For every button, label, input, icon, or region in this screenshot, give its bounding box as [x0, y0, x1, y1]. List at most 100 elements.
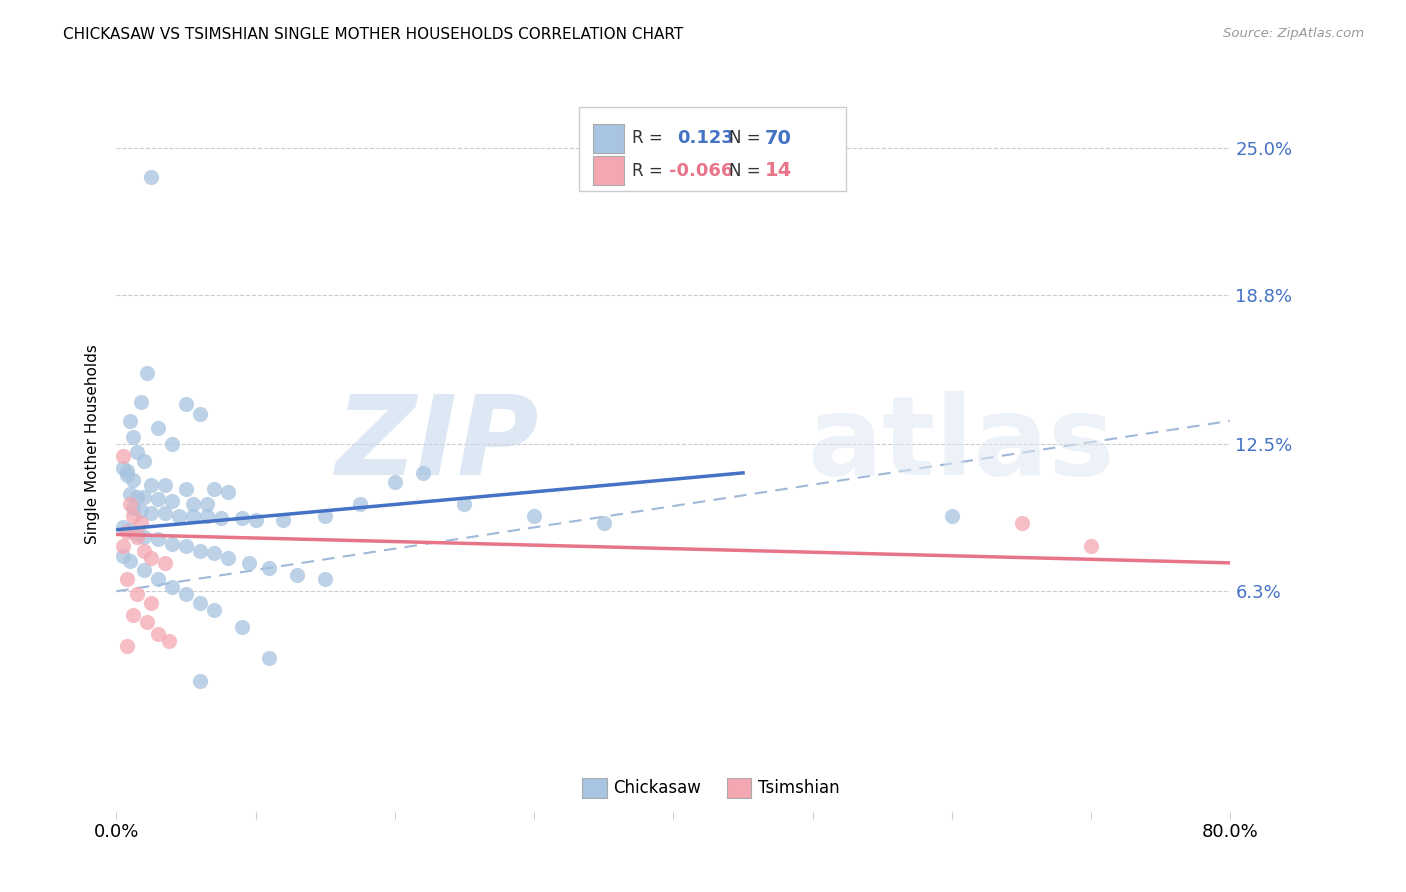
Point: [349, 497, 371, 511]
Text: N =: N =: [730, 161, 761, 179]
Point: [139, 169, 162, 184]
Point: [120, 523, 142, 537]
Point: [188, 407, 211, 421]
Point: [231, 511, 253, 525]
Point: [131, 516, 153, 530]
Point: [112, 461, 135, 475]
Point: [1011, 516, 1033, 530]
Point: [202, 546, 225, 560]
Point: [139, 596, 162, 610]
Point: [146, 532, 169, 546]
Point: [238, 556, 260, 570]
FancyBboxPatch shape: [593, 156, 624, 186]
Point: [231, 620, 253, 634]
Point: [134, 454, 156, 468]
Point: [384, 475, 406, 490]
FancyBboxPatch shape: [582, 778, 606, 798]
Point: [112, 549, 135, 563]
Point: [127, 490, 149, 504]
Point: [146, 491, 169, 506]
Point: [139, 477, 162, 491]
Point: [153, 477, 176, 491]
FancyBboxPatch shape: [593, 124, 624, 153]
Point: [202, 603, 225, 617]
Point: [134, 490, 156, 504]
Point: [259, 560, 281, 574]
Text: 0.123: 0.123: [676, 129, 734, 147]
Point: [117, 525, 139, 540]
Point: [181, 497, 204, 511]
Text: Tsimshian: Tsimshian: [758, 779, 839, 797]
Text: ZIP: ZIP: [336, 391, 540, 498]
Point: [127, 444, 149, 458]
Point: [120, 414, 142, 428]
Point: [122, 508, 145, 523]
Point: [188, 596, 211, 610]
Point: [174, 397, 197, 411]
Point: [209, 511, 232, 525]
Text: atlas: atlas: [807, 391, 1115, 498]
Text: 70: 70: [765, 128, 792, 148]
Point: [112, 539, 135, 553]
Y-axis label: Single Mother Households: Single Mother Households: [86, 344, 100, 544]
Point: [167, 508, 190, 523]
Point: [160, 537, 183, 551]
Point: [160, 437, 183, 451]
Text: 14: 14: [765, 161, 792, 180]
Point: [202, 483, 225, 497]
Point: [146, 573, 169, 587]
Point: [134, 530, 156, 544]
Point: [217, 484, 239, 499]
Point: [245, 513, 267, 527]
Point: [314, 508, 336, 523]
Point: [181, 508, 204, 523]
Point: [160, 494, 183, 508]
Text: R =: R =: [633, 161, 662, 179]
Point: [135, 615, 157, 629]
Text: CHICKASAW VS TSIMSHIAN SINGLE MOTHER HOUSEHOLDS CORRELATION CHART: CHICKASAW VS TSIMSHIAN SINGLE MOTHER HOU…: [63, 27, 683, 42]
Point: [117, 468, 139, 483]
Point: [135, 367, 157, 381]
Point: [122, 501, 145, 516]
FancyBboxPatch shape: [579, 107, 846, 191]
Point: [941, 508, 963, 523]
Point: [523, 508, 546, 523]
Point: [174, 483, 197, 497]
Point: [127, 587, 149, 601]
Point: [117, 463, 139, 477]
Point: [188, 544, 211, 558]
Point: [127, 527, 149, 541]
Point: [314, 573, 336, 587]
Point: [1080, 539, 1102, 553]
Text: N =: N =: [730, 129, 761, 147]
Point: [117, 573, 139, 587]
Point: [112, 520, 135, 534]
Point: [139, 551, 162, 566]
Point: [259, 650, 281, 665]
Point: [160, 580, 183, 594]
Point: [131, 395, 153, 409]
Point: [146, 421, 169, 435]
Point: [122, 430, 145, 444]
Point: [117, 639, 139, 653]
Point: [195, 497, 218, 511]
Point: [174, 587, 197, 601]
Point: [120, 497, 142, 511]
Text: -0.066: -0.066: [669, 161, 734, 179]
Point: [195, 508, 218, 523]
Point: [188, 674, 211, 689]
Text: Chickasaw: Chickasaw: [613, 779, 702, 797]
Point: [157, 634, 180, 648]
Point: [134, 544, 156, 558]
Point: [127, 530, 149, 544]
Point: [273, 513, 295, 527]
Point: [453, 497, 475, 511]
Point: [217, 551, 239, 566]
Point: [134, 563, 156, 577]
Point: [122, 473, 145, 487]
Point: [592, 516, 614, 530]
Point: [412, 466, 434, 480]
Text: R =: R =: [633, 129, 662, 147]
Text: Source: ZipAtlas.com: Source: ZipAtlas.com: [1223, 27, 1364, 40]
Point: [153, 506, 176, 520]
